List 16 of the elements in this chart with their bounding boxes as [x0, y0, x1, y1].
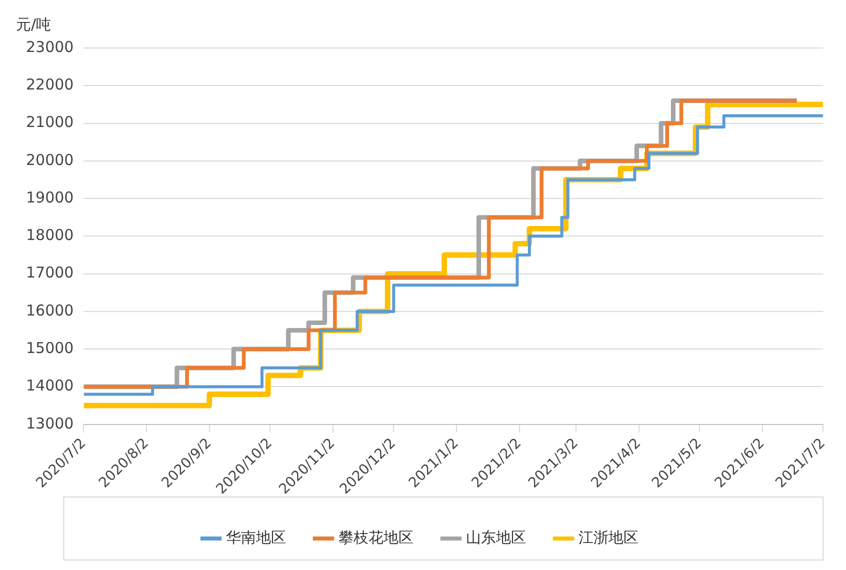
y-tick-label: 21000 — [26, 113, 74, 132]
y-tick-label: 23000 — [26, 38, 74, 56]
y-tick-label: 20000 — [26, 150, 74, 169]
legend-label: 华南地区 — [226, 528, 286, 546]
y-tick-label: 22000 — [26, 76, 74, 94]
legend-label: 山东地区 — [466, 528, 526, 546]
y-tick-label: 14000 — [26, 376, 74, 395]
y-tick-label: 15000 — [26, 338, 74, 357]
y-axis-title: 元/吨 — [16, 15, 52, 34]
legend-label: 江浙地区 — [578, 528, 638, 546]
y-tick-label: 19000 — [26, 188, 74, 206]
y-tick-label: 16000 — [26, 301, 74, 320]
legend-label: 攀枝花地区 — [338, 528, 414, 546]
y-tick-label: 18000 — [26, 226, 74, 244]
y-tick-label: 13000 — [26, 414, 74, 432]
y-tick-label: 17000 — [26, 264, 74, 282]
